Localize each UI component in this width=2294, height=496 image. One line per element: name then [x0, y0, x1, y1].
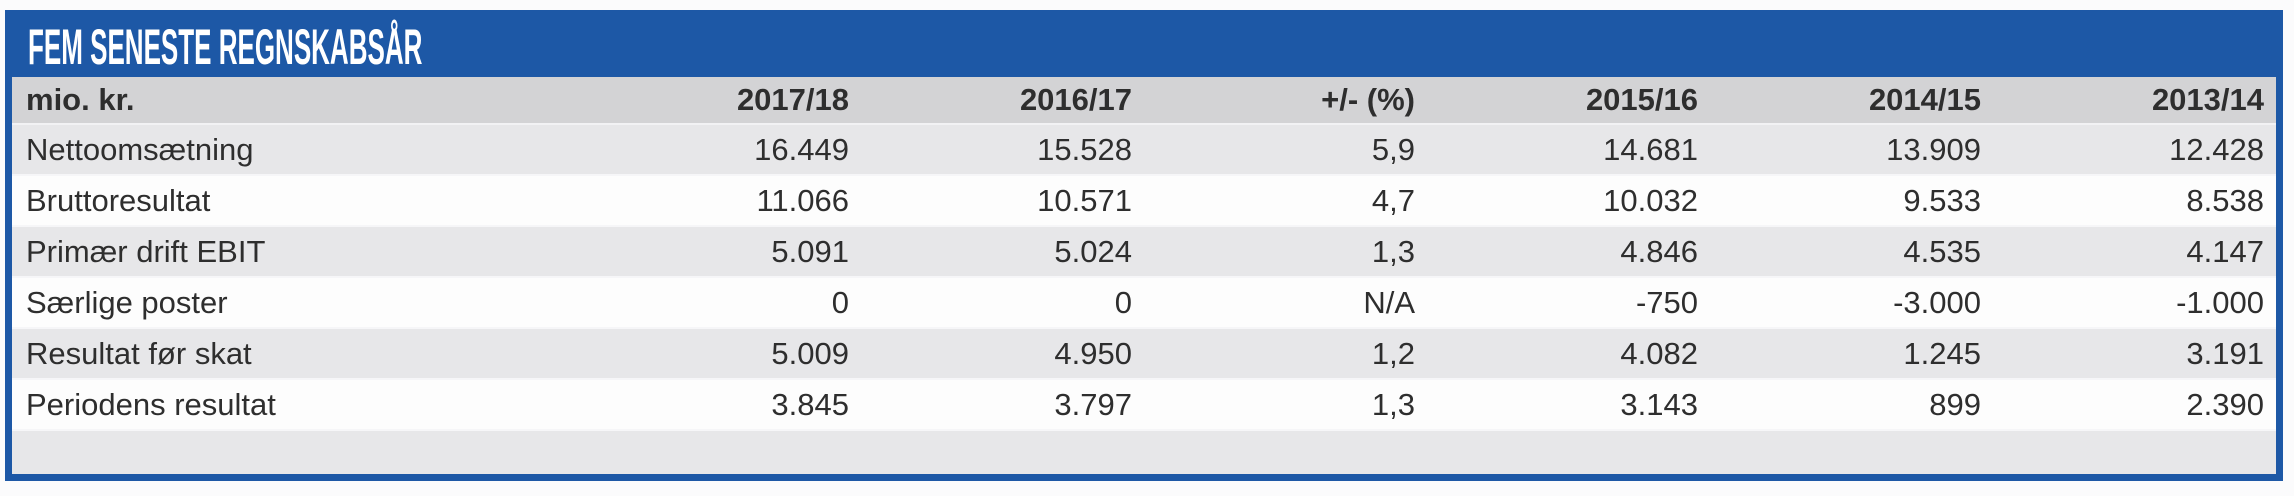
footer-spacer-cell — [12, 430, 2276, 474]
cell-value: 4.147 — [1993, 226, 2276, 278]
cell-value: 0 — [578, 277, 861, 329]
cell-value: 3.797 — [861, 379, 1144, 431]
table-body: Nettoomsætning 16.449 15.528 5,9 14.681 … — [12, 124, 2276, 431]
row-label: Bruttoresultat — [12, 175, 578, 227]
header-row: mio. kr. 2017/18 2016/17 +/- (%) 2015/16… — [12, 77, 2276, 125]
cell-value: 3.143 — [1427, 379, 1710, 431]
cell-value: 4.082 — [1427, 328, 1710, 380]
cell-value: 11.066 — [578, 175, 861, 227]
five-year-financials-panel: FEM SENESTE REGNSKABSÅR mio. kr. 2017/18… — [5, 10, 2283, 481]
column-header-change-pct: +/- (%) — [1144, 77, 1427, 125]
table-row: Primær drift EBIT 5.091 5.024 1,3 4.846 … — [12, 226, 2276, 278]
cell-value: 1,3 — [1144, 379, 1427, 431]
cell-value: 1.245 — [1710, 328, 1993, 380]
cell-value: 13.909 — [1710, 124, 1993, 176]
column-header-2013-14: 2013/14 — [1993, 77, 2276, 125]
cell-value: 0 — [861, 277, 1144, 329]
table-title: FEM SENESTE REGNSKABSÅR — [28, 19, 423, 75]
cell-value: 4,7 — [1144, 175, 1427, 227]
table-row: Resultat før skat 5.009 4.950 1,2 4.082 … — [12, 328, 2276, 380]
table-row: Særlige poster 0 0 N/A -750 -3.000 -1.00… — [12, 277, 2276, 329]
cell-value: 12.428 — [1993, 124, 2276, 176]
cell-value: 1,3 — [1144, 226, 1427, 278]
cell-value: -1.000 — [1993, 277, 2276, 329]
cell-value: 8.538 — [1993, 175, 2276, 227]
row-label: Særlige poster — [12, 277, 578, 329]
cell-value: 16.449 — [578, 124, 861, 176]
row-label: Resultat før skat — [12, 328, 578, 380]
cell-value: -3.000 — [1710, 277, 1993, 329]
cell-value: 2.390 — [1993, 379, 2276, 431]
cell-value: 10.571 — [861, 175, 1144, 227]
cell-value: 1,2 — [1144, 328, 1427, 380]
cell-value: 5.091 — [578, 226, 861, 278]
unit-label: mio. kr. — [12, 77, 578, 125]
cell-value: -750 — [1427, 277, 1710, 329]
cell-value: 4.846 — [1427, 226, 1710, 278]
cell-value: 15.528 — [861, 124, 1144, 176]
column-header-2017-18: 2017/18 — [578, 77, 861, 125]
table-row: Bruttoresultat 11.066 10.571 4,7 10.032 … — [12, 175, 2276, 227]
table-row: Nettoomsætning 16.449 15.528 5,9 14.681 … — [12, 124, 2276, 176]
cell-value: 14.681 — [1427, 124, 1710, 176]
row-label: Nettoomsætning — [12, 124, 578, 176]
table-title-bar: FEM SENESTE REGNSKABSÅR — [12, 17, 2276, 77]
cell-value: 899 — [1710, 379, 1993, 431]
cell-value: 9.533 — [1710, 175, 1993, 227]
cell-value: 10.032 — [1427, 175, 1710, 227]
table-row: Periodens resultat 3.845 3.797 1,3 3.143… — [12, 379, 2276, 431]
cell-value: 5,9 — [1144, 124, 1427, 176]
row-label: Periodens resultat — [12, 379, 578, 431]
cell-value: 3.191 — [1993, 328, 2276, 380]
column-header-2015-16: 2015/16 — [1427, 77, 1710, 125]
financials-table: mio. kr. 2017/18 2016/17 +/- (%) 2015/16… — [12, 77, 2276, 474]
row-label: Primær drift EBIT — [12, 226, 578, 278]
cell-value: N/A — [1144, 277, 1427, 329]
column-header-2016-17: 2016/17 — [861, 77, 1144, 125]
column-header-2014-15: 2014/15 — [1710, 77, 1993, 125]
cell-value: 5.009 — [578, 328, 861, 380]
cell-value: 3.845 — [578, 379, 861, 431]
cell-value: 4.535 — [1710, 226, 1993, 278]
footer-spacer-row — [12, 430, 2276, 474]
cell-value: 5.024 — [861, 226, 1144, 278]
cell-value: 4.950 — [861, 328, 1144, 380]
